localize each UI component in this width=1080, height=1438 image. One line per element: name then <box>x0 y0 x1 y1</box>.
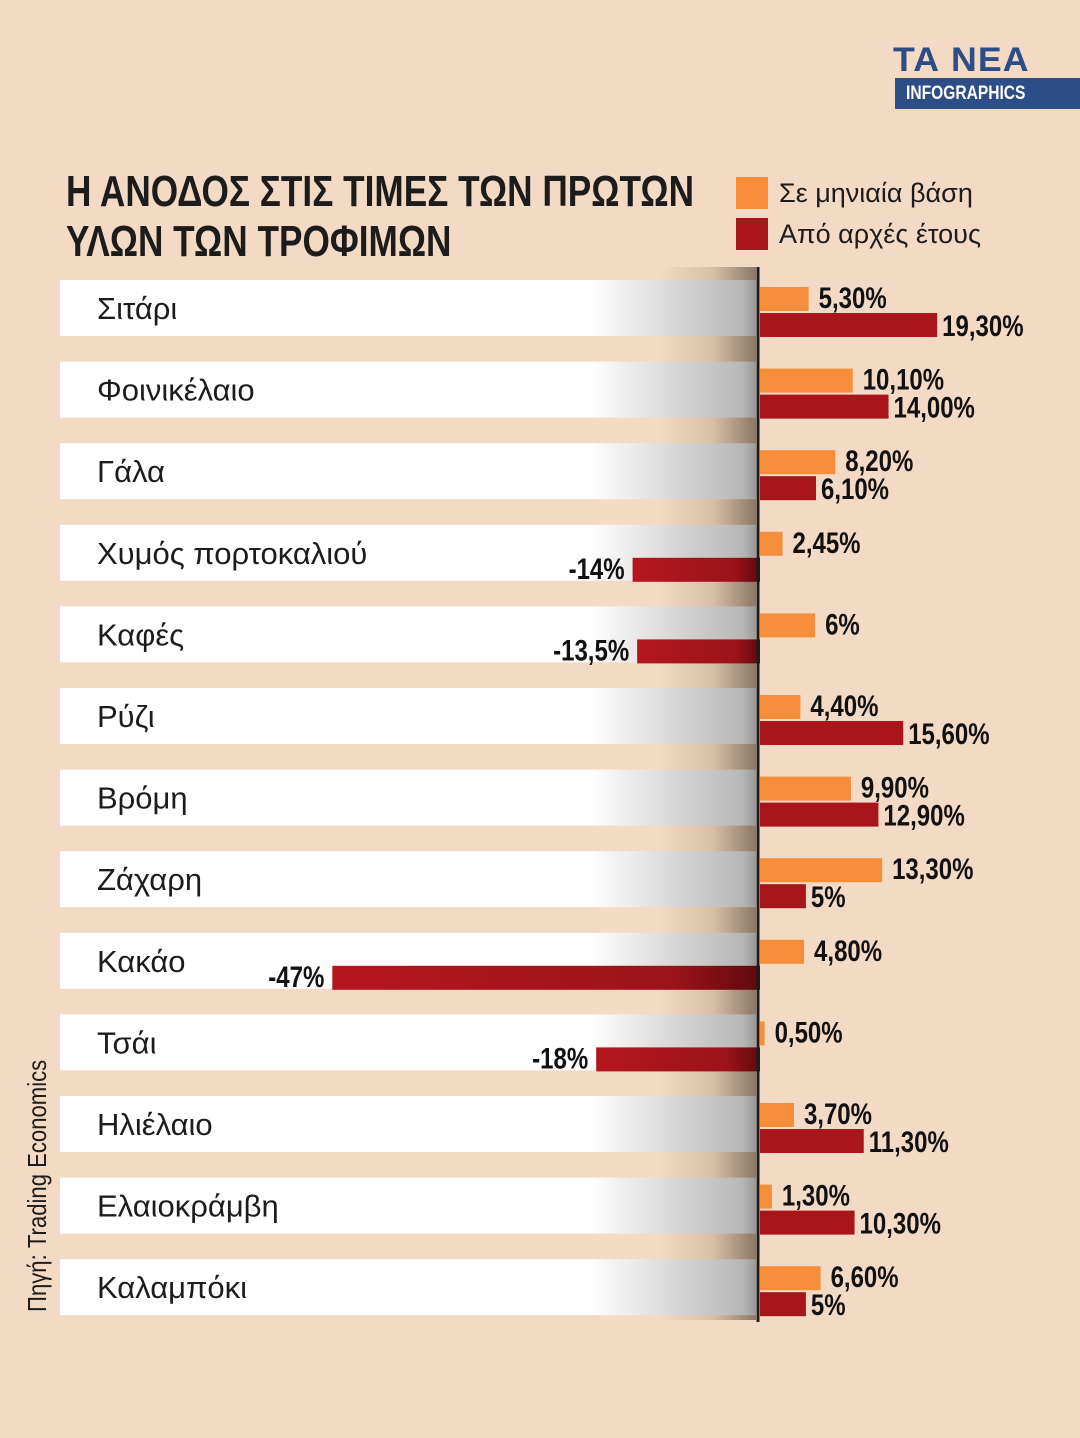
category-row-band <box>60 443 756 500</box>
bar-ytd <box>760 1129 864 1153</box>
bar-monthly <box>760 939 805 964</box>
category-row-band <box>60 1096 756 1152</box>
bar-monthly <box>760 1021 765 1046</box>
category-label: Ζάχαρη <box>97 862 202 897</box>
value-label-ytd: 5% <box>811 1288 846 1322</box>
legend-swatch-ytd <box>736 218 768 250</box>
bar-monthly <box>760 1103 794 1127</box>
logo-section-label: INFOGRAPHICS <box>906 83 1026 104</box>
bar-ytd <box>760 313 938 337</box>
value-label-ytd: 19,30% <box>942 308 1023 342</box>
brand-logo: ΤΑ ΝΕΑ <box>893 41 1030 79</box>
bar-ytd <box>760 721 904 745</box>
category-row-band <box>60 1177 756 1234</box>
bar-monthly <box>760 858 883 883</box>
category-row-band <box>60 280 756 336</box>
category-label: Τσάι <box>97 1025 157 1060</box>
category-row-band <box>60 688 756 744</box>
bar-monthly <box>760 776 851 801</box>
bar-monthly <box>760 695 801 719</box>
value-label-monthly: 9,90% <box>861 770 929 804</box>
value-label-ytd: 6,10% <box>821 472 889 506</box>
value-label-ytd: 10,30% <box>860 1206 941 1240</box>
bar-ytd-negative <box>596 1047 760 1072</box>
bar-ytd-negative <box>637 639 760 664</box>
value-label-monthly: 4,80% <box>814 933 882 967</box>
value-label-monthly: 3,70% <box>804 1096 872 1130</box>
category-label: Κακάο <box>97 944 186 979</box>
bar-monthly <box>760 531 783 556</box>
value-label-ytd: 5% <box>811 880 846 914</box>
value-label-ytd: -14% <box>569 551 625 585</box>
category-label: Φοινικέλαιο <box>97 373 255 408</box>
value-label-ytd: 15,60% <box>908 716 989 750</box>
value-label-monthly: 13,30% <box>892 852 973 886</box>
value-label-monthly: 6% <box>825 607 860 641</box>
bar-monthly <box>760 1266 821 1291</box>
chart-title-line-2: ΥΛΩΝ ΤΩΝ ΤΡΟΦΙΜΩΝ <box>66 217 452 266</box>
bar-monthly <box>760 368 853 393</box>
category-row-band <box>60 1259 756 1316</box>
bar-ytd-negative <box>332 965 760 990</box>
value-label-ytd: 12,90% <box>883 798 964 832</box>
category-label: Καλαμπόκι <box>97 1270 247 1305</box>
value-label-monthly: 10,10% <box>863 362 944 396</box>
value-label-monthly: 1,30% <box>782 1178 850 1212</box>
bar-ytd <box>760 802 879 827</box>
bar-ytd <box>760 884 806 909</box>
value-label-monthly: 4,40% <box>810 688 878 722</box>
value-label-ytd: -13,5% <box>553 633 629 667</box>
bar-ytd <box>760 476 816 501</box>
value-label-monthly: 5,30% <box>819 280 887 314</box>
bar-ytd <box>760 394 889 419</box>
category-label: Χυμός πορτοκαλιού <box>97 536 367 571</box>
value-label-monthly: 2,45% <box>792 525 860 559</box>
bar-monthly <box>760 287 809 311</box>
chart-title: Η ΑΝΟΔΟΣ ΣΤΙΣ ΤΙΜΕΣ ΤΩΝ ΠΡΩΤΩΝ ΥΛΩΝ ΤΩΝ … <box>66 167 694 267</box>
category-row-band <box>60 361 756 418</box>
bar-monthly <box>760 450 836 475</box>
category-row-band <box>60 769 756 826</box>
legend-label-ytd: Από αρχές έτους <box>779 219 981 249</box>
value-label-ytd: -47% <box>268 959 324 993</box>
value-label-monthly: 8,20% <box>845 444 913 478</box>
category-label: Ελαιοκράμβη <box>97 1189 279 1224</box>
bar-monthly <box>760 613 816 638</box>
value-label-monthly: 0,50% <box>775 1015 843 1049</box>
category-label: Βρόμη <box>97 781 188 816</box>
chart-title-line-1: Η ΑΝΟΔΟΣ ΣΤΙΣ ΤΙΜΕΣ ΤΩΝ ΠΡΩΤΩΝ <box>66 167 695 216</box>
value-label-ytd: -18% <box>532 1041 588 1075</box>
category-label: Ρύζι <box>97 699 155 734</box>
category-row-band <box>60 851 756 908</box>
bar-ytd-negative <box>632 557 760 582</box>
category-label: Καφές <box>97 617 184 652</box>
legend-label-monthly: Σε μηνιαία βάση <box>779 178 973 208</box>
bar-monthly <box>760 1184 772 1209</box>
legend-swatch-monthly <box>736 177 768 209</box>
value-label-monthly: 6,60% <box>831 1260 899 1294</box>
category-label: Σιτάρι <box>97 291 177 326</box>
value-label-ytd: 14,00% <box>894 390 975 424</box>
value-label-ytd: 11,30% <box>869 1124 949 1158</box>
logo-band <box>895 78 1080 109</box>
category-label: Ηλιέλαιο <box>97 1107 213 1142</box>
bar-ytd <box>760 1292 806 1317</box>
bar-ytd <box>760 1210 855 1235</box>
category-label: Γάλα <box>97 454 165 489</box>
